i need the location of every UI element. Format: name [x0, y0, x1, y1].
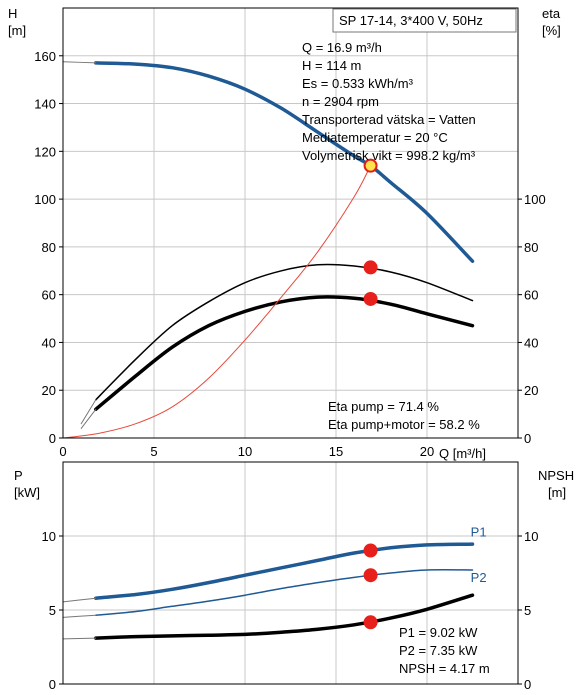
- top-x-tick-label: 0: [59, 444, 66, 459]
- series-line-NPSH: [94, 593, 475, 640]
- info-npsh: NPSH = 4.17 m: [399, 661, 490, 676]
- top-x-tick-label: 20: [420, 444, 434, 459]
- series-line-P2: [95, 569, 474, 616]
- top-left-tick-label: 60: [42, 288, 56, 303]
- operating-point-marker: [363, 543, 378, 558]
- operating-point-marker: [363, 615, 378, 630]
- series-line-H_ext: [62, 61, 97, 64]
- bottom-left-axis-unit: [kW]: [14, 485, 40, 500]
- info-liquid: Transporterad vätska = Vatten: [302, 112, 476, 127]
- series-line-P1: [94, 542, 475, 600]
- bottom-operating-points: [363, 543, 378, 630]
- top-series: [62, 61, 475, 439]
- info-head: H = 114 m: [302, 58, 361, 73]
- top-left-tick-label: 80: [42, 240, 56, 255]
- bottom-plot-frame: [62, 461, 519, 685]
- info-density: Volymetrisk vikt = 998.2 kg/m³: [302, 148, 476, 163]
- bottom-series: [62, 542, 475, 640]
- title-box: [332, 8, 517, 33]
- chart-title: SP 17-14, 3*400 V, 50Hz: [339, 13, 483, 28]
- series-line-eta_pump_motor: [94, 295, 475, 412]
- top-right-tick-label: 0: [524, 431, 531, 446]
- top-left-tick-label: 140: [34, 97, 56, 112]
- series-line-system: [62, 165, 372, 439]
- info-temperature: Mediatemperatur = 20 °C: [302, 130, 448, 145]
- info-energy: Es = 0.533 kWh/m³: [302, 76, 414, 91]
- operating-point-marker: [363, 260, 378, 275]
- info-eta-pump: Eta pump = 71.4 %: [328, 399, 439, 414]
- top-right-axis-unit: [%]: [542, 23, 561, 38]
- info-p1: P1 = 9.02 kW: [399, 625, 478, 640]
- bottom-right-tick-label: 0: [524, 677, 531, 692]
- top-plot-frame: [62, 7, 519, 439]
- power-info: P1 = 9.02 kW P2 = 7.35 kW NPSH = 4.17 m: [399, 625, 490, 676]
- top-x-axis-label: Q [m³/h]: [439, 446, 486, 461]
- top-x-tick-label: 10: [238, 444, 252, 459]
- operating-point-marker: [363, 291, 378, 306]
- info-eta-pump-motor: Eta pump+motor = 58.2 %: [328, 417, 480, 432]
- top-right-tick-label: 20: [524, 383, 538, 398]
- bottom-left-tick-label: 5: [49, 603, 56, 618]
- operating-info: Q = 16.9 m³/h H = 114 m Es = 0.533 kWh/m…: [302, 40, 476, 163]
- series-line-eta_pump: [95, 263, 474, 401]
- top-left-axis-unit: [m]: [8, 23, 26, 38]
- top-right-axis-label: eta: [542, 6, 561, 21]
- top-right-tick-label: 60: [524, 288, 538, 303]
- top-right-tick-label: 80: [524, 240, 538, 255]
- top-left-axis-label: H: [8, 6, 17, 21]
- series-line-P1_ext: [62, 597, 97, 603]
- info-speed: n = 2904 rpm: [302, 94, 379, 109]
- top-left-tick-label: 40: [42, 335, 56, 350]
- top-left-tick-label: 0: [49, 431, 56, 446]
- series-line-P2_ext: [62, 614, 97, 618]
- top-right-tick-label: 40: [524, 335, 538, 350]
- series-line-NPSH_ext: [62, 637, 97, 640]
- top-x-tick-label: 5: [150, 444, 157, 459]
- top-left-tick-label: 20: [42, 383, 56, 398]
- top-left-tick-label: 160: [34, 49, 56, 64]
- bottom-right-tick-labels: 0 5 10: [518, 529, 538, 692]
- series-line-H: [94, 61, 475, 263]
- bottom-right-tick-label: 10: [524, 529, 538, 544]
- top-x-tick-labels: 0 5 10 15 20: [59, 444, 434, 459]
- bottom-right-axis-label: NPSH: [538, 468, 574, 483]
- top-grid: [63, 8, 518, 438]
- eta-info: Eta pump = 71.4 % Eta pump+motor = 58.2 …: [328, 399, 480, 432]
- bottom-left-tick-label: 0: [49, 677, 56, 692]
- series-line-eta_ext_1: [80, 399, 97, 425]
- top-right-tick-labels: 0 20 40 60 80 100: [518, 192, 546, 446]
- info-flow: Q = 16.9 m³/h: [302, 40, 382, 55]
- top-left-tick-label: 100: [34, 192, 56, 207]
- top-left-tick-labels: 0 20 40 60 80 100 120 140 160: [34, 49, 63, 446]
- bottom-series-labels: P1 P2: [471, 525, 487, 585]
- bottom-left-tick-label: 10: [42, 529, 56, 544]
- operating-point-marker: [363, 568, 378, 583]
- operating-point-marker: [363, 158, 378, 173]
- series-label-P1: P1: [471, 525, 487, 540]
- bottom-right-axis-unit: [m]: [548, 485, 566, 500]
- top-left-tick-label: 120: [34, 144, 56, 159]
- bottom-grid: [63, 462, 518, 684]
- series-label-P2: P2: [471, 570, 487, 585]
- bottom-left-axis-label: P: [14, 468, 23, 483]
- bottom-left-tick-labels: 0 5 10: [42, 529, 63, 692]
- info-p2: P2 = 7.35 kW: [399, 643, 478, 658]
- series-line-eta_ext_2: [80, 408, 97, 429]
- top-x-tick-label: 15: [329, 444, 343, 459]
- top-right-tick-label: 100: [524, 192, 546, 207]
- bottom-right-tick-label: 5: [524, 603, 531, 618]
- top-operating-points: [363, 158, 378, 306]
